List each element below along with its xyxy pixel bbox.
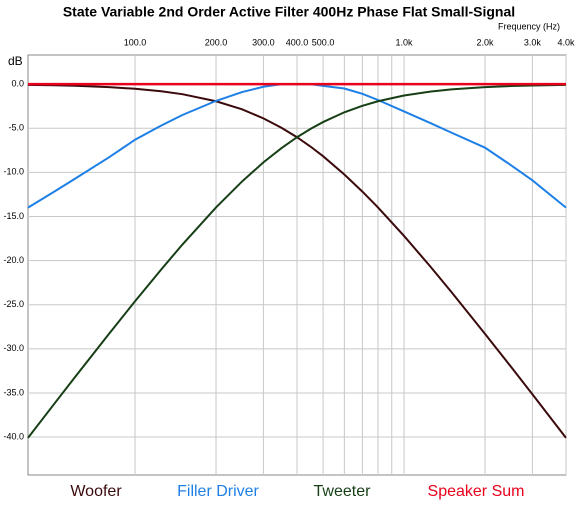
x-axis-label: Frequency (Hz)	[498, 21, 560, 31]
y-tick-label: -40.0	[3, 431, 24, 441]
y-tick-label: -25.0	[3, 299, 24, 309]
legend-label: Filler Driver	[177, 483, 259, 500]
y-tick-label: -35.0	[3, 387, 24, 397]
chart-title: State Variable 2nd Order Active Filter 4…	[63, 4, 515, 20]
x-tick-label: 2.0k	[477, 37, 495, 47]
x-tick-label: 400.0	[286, 37, 309, 47]
series-line	[27, 83, 567, 439]
x-tick-label: 3.0k	[524, 37, 542, 47]
y-tick-label: -5.0	[8, 123, 24, 133]
series-line	[27, 83, 567, 439]
x-tick-label: 200.0	[205, 37, 228, 47]
y-tick-label: -30.0	[3, 343, 24, 353]
x-tick-label: 500.0	[312, 37, 335, 47]
y-tick-label: 0.0	[11, 78, 24, 88]
y-tick-label: -20.0	[3, 255, 24, 265]
y-tick-label: -15.0	[3, 211, 24, 221]
legend-label: Speaker Sum	[428, 483, 525, 500]
legend-label: Woofer	[70, 483, 122, 500]
y-axis-label: dB	[8, 54, 23, 68]
x-tick-label: 1.0k	[396, 37, 414, 47]
y-tick-label: -10.0	[3, 167, 24, 177]
legend-label: Tweeter	[314, 483, 372, 500]
x-tick-label: 4.0k	[557, 37, 575, 47]
x-tick-label: 300.0	[252, 37, 275, 47]
x-tick-label: 100.0	[124, 37, 147, 47]
